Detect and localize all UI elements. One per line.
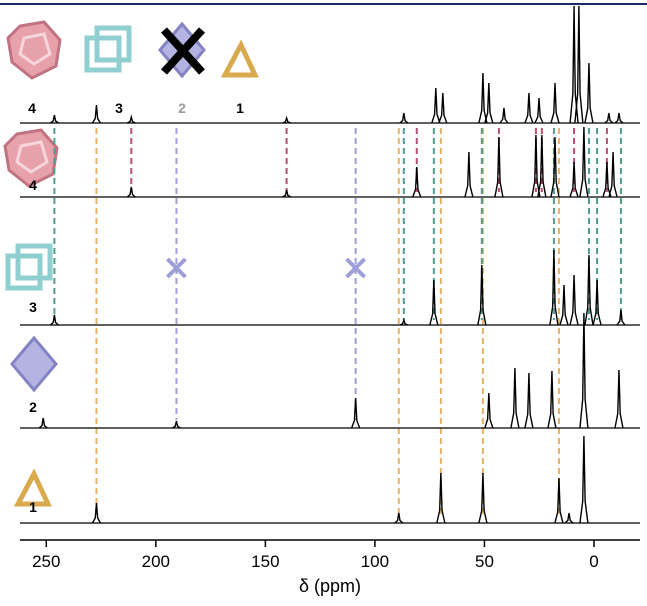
icon-2 xyxy=(10,335,58,393)
missing-marker xyxy=(166,257,187,279)
peak xyxy=(579,312,589,429)
peak xyxy=(478,72,488,124)
peak xyxy=(172,420,181,429)
peak xyxy=(608,151,618,198)
top-label: 2 xyxy=(178,100,186,116)
icon-4 xyxy=(3,128,59,188)
peak xyxy=(569,161,579,198)
peak xyxy=(604,112,614,124)
peak xyxy=(524,92,534,124)
peak xyxy=(282,115,291,124)
peak xyxy=(547,370,557,429)
x-tick-label: 0 xyxy=(589,552,598,571)
peak xyxy=(534,97,544,124)
peak xyxy=(584,62,594,124)
top-label: 3 xyxy=(115,100,123,116)
peak xyxy=(549,249,559,326)
peak xyxy=(579,435,589,524)
peak xyxy=(431,87,441,124)
peak xyxy=(592,279,602,326)
peak xyxy=(282,189,291,198)
peak xyxy=(477,264,487,326)
x-tick-label: 200 xyxy=(142,552,170,571)
icon-1 xyxy=(13,468,52,507)
peak xyxy=(478,472,488,524)
peak xyxy=(550,82,560,124)
icon-3 xyxy=(5,243,53,291)
peak xyxy=(614,112,624,124)
x-tick-label: 250 xyxy=(32,552,60,571)
spectrum-label: 2 xyxy=(29,399,37,415)
peak xyxy=(91,104,102,124)
peak xyxy=(499,107,509,124)
peak xyxy=(494,136,504,198)
peak xyxy=(394,512,404,524)
peak xyxy=(550,136,560,198)
top-label: 4 xyxy=(28,100,36,116)
peak xyxy=(436,472,446,524)
peak xyxy=(126,114,136,124)
peak xyxy=(579,126,589,198)
peak xyxy=(412,166,422,198)
peak xyxy=(399,317,409,326)
peak xyxy=(91,502,102,524)
peak xyxy=(510,367,520,429)
spectrum-label: 4 xyxy=(29,177,37,193)
peak xyxy=(350,397,361,429)
peak xyxy=(614,369,624,429)
x-tick-label: 150 xyxy=(251,552,279,571)
icon-4 xyxy=(6,20,62,80)
peak xyxy=(438,92,448,124)
peak xyxy=(484,82,494,124)
peak xyxy=(49,114,59,124)
peak xyxy=(564,512,574,524)
missing-marker xyxy=(345,257,367,279)
peak xyxy=(531,134,541,198)
peak xyxy=(537,134,547,198)
peak xyxy=(524,372,534,429)
spectrum-label: 1 xyxy=(29,499,37,515)
peak xyxy=(38,417,48,429)
icon-3 xyxy=(84,25,132,73)
peak xyxy=(484,392,494,429)
peak xyxy=(574,5,584,124)
peak xyxy=(49,314,59,326)
top-label: 1 xyxy=(236,100,244,116)
peak xyxy=(126,186,136,198)
x-axis-label: δ (ppm) xyxy=(299,576,361,596)
peak xyxy=(584,254,594,326)
peak xyxy=(569,274,579,326)
peak xyxy=(429,279,439,326)
peak xyxy=(559,284,569,326)
peak xyxy=(399,112,409,124)
icon-1 xyxy=(220,39,259,78)
peak xyxy=(464,151,474,198)
x-tick-label: 100 xyxy=(361,552,389,571)
spectrum-label: 3 xyxy=(29,299,37,315)
peak xyxy=(554,477,564,524)
icons xyxy=(3,20,259,507)
x-tick-label: 50 xyxy=(475,552,494,571)
peak xyxy=(602,161,612,198)
icon-2-crossed xyxy=(158,21,206,79)
peak xyxy=(616,309,626,326)
